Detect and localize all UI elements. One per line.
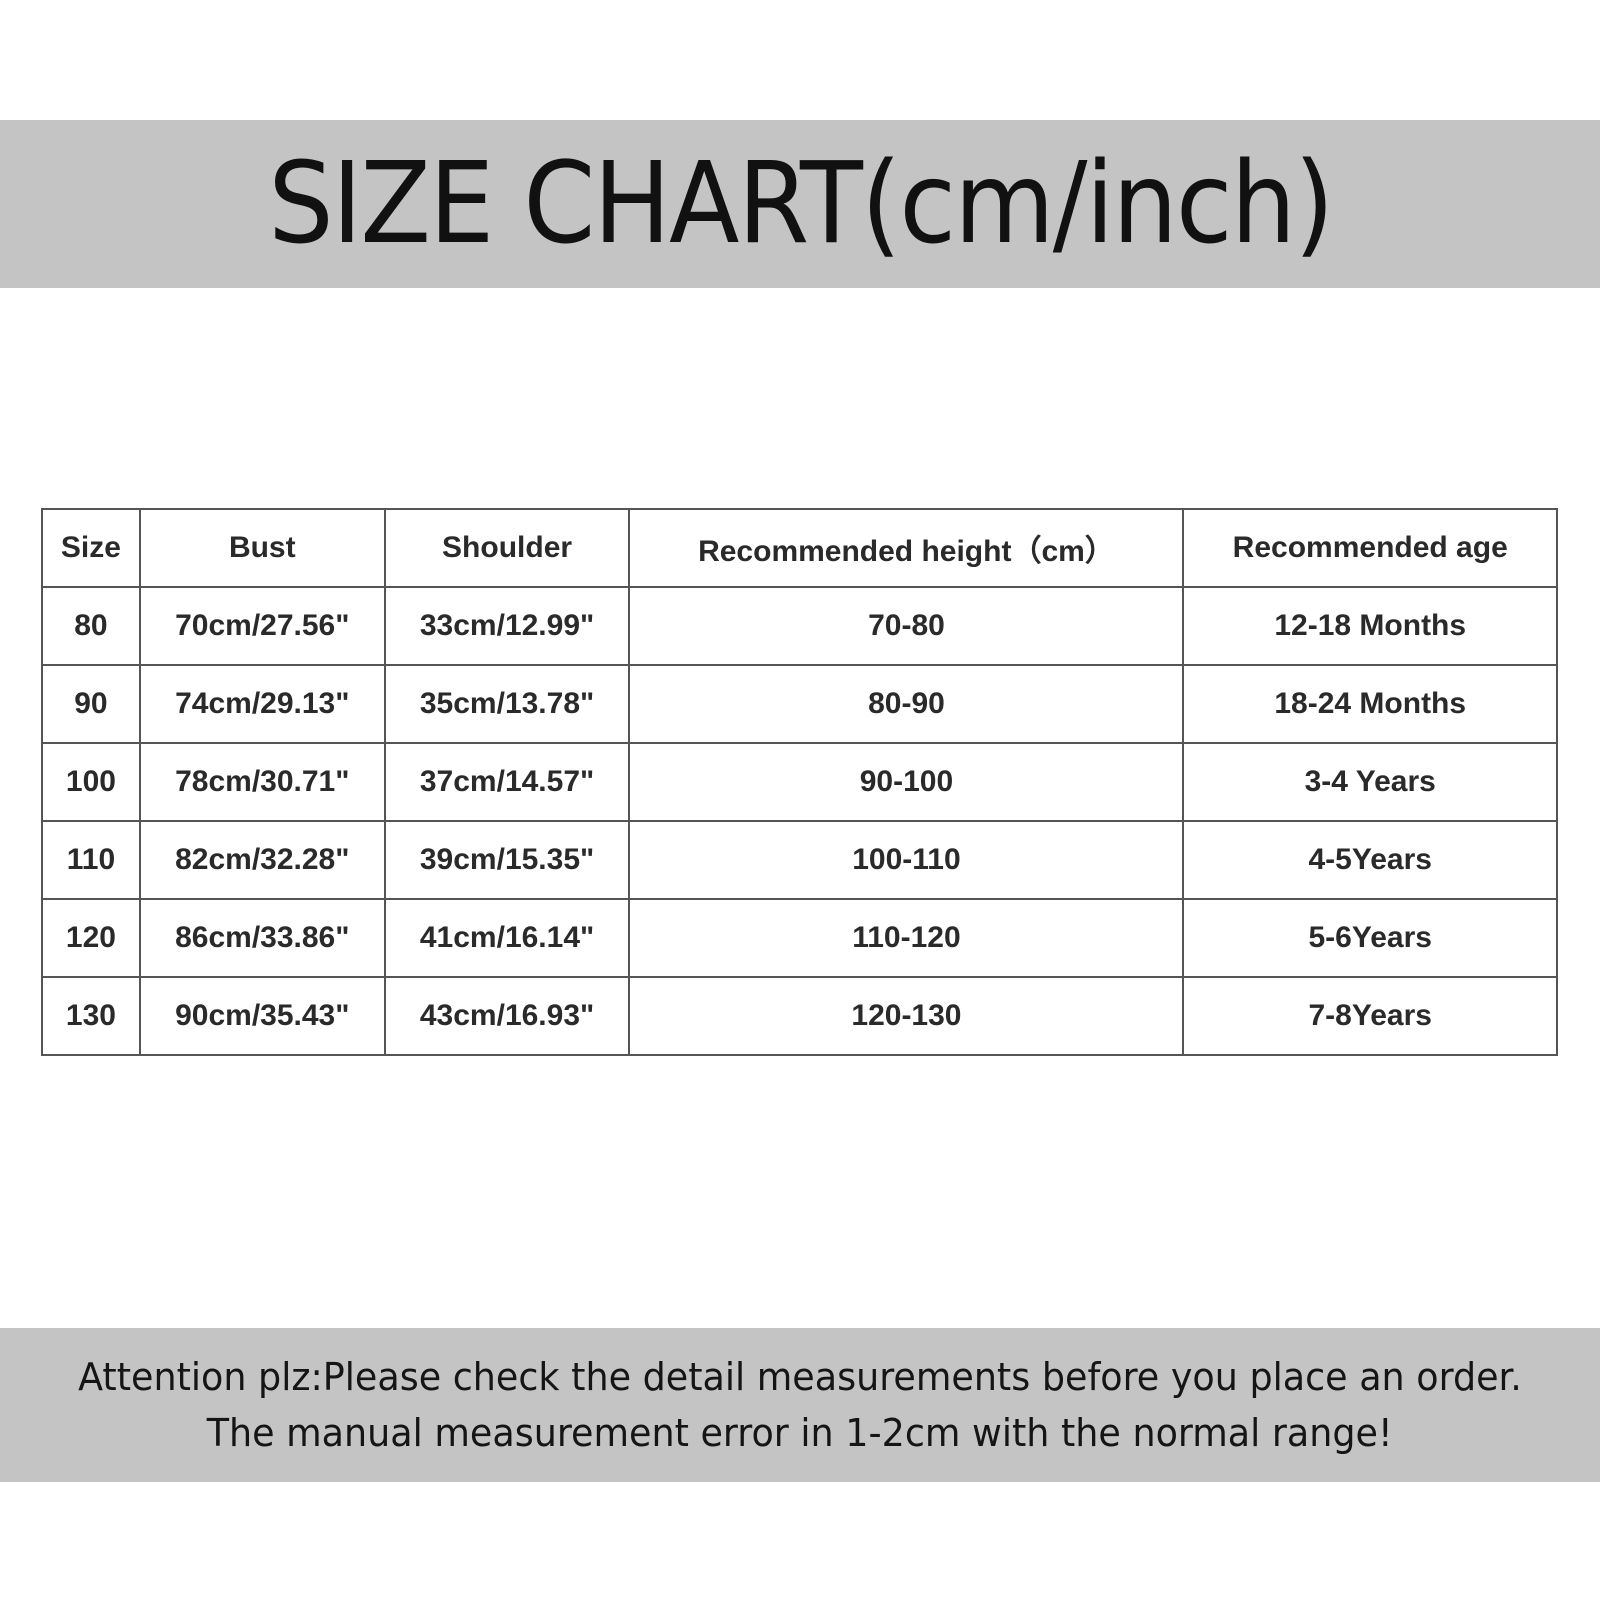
page-title: SIZE CHART(cm/inch) xyxy=(267,139,1334,269)
table-cell: 12-18 Months xyxy=(1182,586,1558,666)
table-cell: 90cm/35.43" xyxy=(138,976,386,1056)
table-cell: 130 xyxy=(41,976,141,1056)
table-cell: 37cm/14.57" xyxy=(383,742,631,822)
table-cell: 43cm/16.93" xyxy=(383,976,631,1056)
table-row: 130 90cm/35.43" 43cm/16.93" 120-130 7-8Years xyxy=(41,976,1558,1056)
table-cell: 90-100 xyxy=(628,742,1185,822)
table-cell: 80-90 xyxy=(628,664,1185,744)
column-header: Size xyxy=(41,508,141,588)
table-cell: 120-130 xyxy=(628,976,1185,1056)
table-row: 110 82cm/32.28" 39cm/15.35" 100-110 4-5Years xyxy=(41,820,1558,900)
table-cell: 18-24 Months xyxy=(1182,664,1558,744)
table-cell: 35cm/13.78" xyxy=(383,664,631,744)
table-cell: 90 xyxy=(41,664,141,744)
attention-banner: Attention plz:Please check the detail me… xyxy=(0,1328,1600,1482)
table-cell: 7-8Years xyxy=(1182,976,1558,1056)
table-cell: 39cm/15.35" xyxy=(383,820,631,900)
table-row: 80 70cm/27.56" 33cm/12.99" 70-80 12-18 Month… xyxy=(41,586,1558,666)
table-cell: 33cm/12.99" xyxy=(383,586,631,666)
table-row: 90 74cm/29.13" 35cm/13.78" 80-90 18-24 Month… xyxy=(41,664,1558,744)
attention-line-1: Attention plz:Please check the detail me… xyxy=(78,1355,1522,1399)
column-header: Bust xyxy=(138,508,386,588)
table-cell: 110 xyxy=(41,820,141,900)
table-cell: 5-6Years xyxy=(1182,898,1558,978)
table-cell: 80 xyxy=(41,586,141,666)
size-table: Size Bust Shoulder Recommended height（cm） Re… xyxy=(41,508,1558,1056)
table-cell: 3-4 Years xyxy=(1182,742,1558,822)
table-cell: 100 xyxy=(41,742,141,822)
table-cell: 41cm/16.14" xyxy=(383,898,631,978)
table-cell: 70cm/27.56" xyxy=(138,586,386,666)
table-cell: 100-110 xyxy=(628,820,1185,900)
table-row: 120 86cm/33.86" 41cm/16.14" 110-120 5-6Years xyxy=(41,898,1558,978)
attention-line-2: The manual measurement error in 1-2cm wi… xyxy=(207,1411,1393,1455)
table-cell: 74cm/29.13" xyxy=(138,664,386,744)
table-cell: 82cm/32.28" xyxy=(138,820,386,900)
table-cell: 4-5Years xyxy=(1182,820,1558,900)
table-cell: 70-80 xyxy=(628,586,1185,666)
table-cell: 86cm/33.86" xyxy=(138,898,386,978)
title-banner: SIZE CHART(cm/inch) xyxy=(0,120,1600,288)
table-cell: 110-120 xyxy=(628,898,1185,978)
table-cell: 120 xyxy=(41,898,141,978)
table-header-row: Size Bust Shoulder Recommended height（cm） Re… xyxy=(41,508,1558,588)
column-header: Recommended height（cm） xyxy=(628,508,1185,588)
table-row: 100 78cm/30.71" 37cm/14.57" 90-100 3-4 Years xyxy=(41,742,1558,822)
column-header: Recommended age xyxy=(1182,508,1558,588)
table-cell: 78cm/30.71" xyxy=(138,742,386,822)
column-header: Shoulder xyxy=(383,508,631,588)
